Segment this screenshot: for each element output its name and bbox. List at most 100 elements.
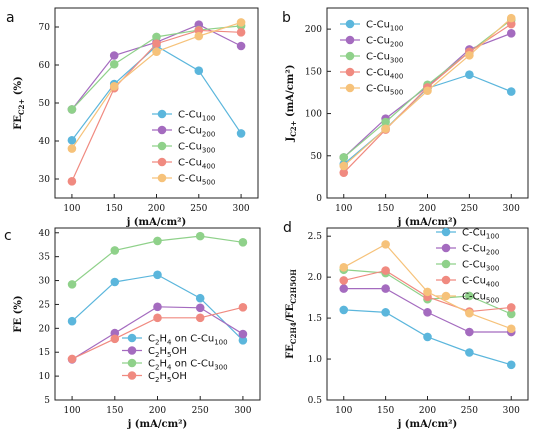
y-tick-label: 50 [311, 152, 323, 162]
data-point [339, 305, 349, 315]
data-point [423, 86, 432, 96]
data-point [339, 263, 349, 272]
legend-item-4: C-Cu500 [152, 174, 215, 187]
legend-marker [345, 51, 355, 61]
legend-marker [157, 141, 167, 151]
y-axis-label: FEC2+ (%) [13, 76, 26, 130]
data-point [194, 66, 204, 75]
data-point [152, 32, 161, 42]
data-point [506, 19, 516, 29]
data-point [339, 284, 349, 293]
data-point [238, 329, 248, 339]
y-tick-label: 30 [39, 277, 51, 287]
data-point [67, 280, 77, 289]
legend-label: C-Cu300 [366, 52, 403, 65]
legend-item-1: C-Cu200 [152, 126, 215, 139]
data-point [339, 153, 349, 162]
data-point [236, 41, 246, 51]
x-tick-label: 200 [149, 406, 166, 416]
x-tick-label: 300 [503, 204, 520, 214]
data-point [67, 176, 77, 186]
legend-marker [157, 125, 167, 135]
y-tick-label: 2.5 [308, 232, 323, 242]
legend-item-3: C-Cu400 [340, 68, 403, 81]
x-tick-label: 100 [63, 204, 80, 214]
data-point [506, 309, 516, 319]
panel-b-letter: b [282, 10, 291, 26]
legend-label: C-Cu100 [462, 228, 499, 241]
y-tick-label: 10 [39, 372, 51, 382]
legend-marker [441, 227, 451, 237]
legend-marker [127, 346, 137, 355]
y-tick-label: 40 [39, 137, 51, 147]
legend-marker [441, 275, 451, 285]
legend-marker [345, 83, 355, 93]
x-tick-label: 100 [335, 204, 352, 214]
legend-label: C-Cu500 [462, 292, 499, 305]
legend-label: C-Cu100 [178, 110, 215, 123]
y-tick-label: 15 [39, 348, 51, 358]
data-point [506, 87, 516, 96]
legend-label: C-Cu300 [462, 260, 499, 273]
legend-label: C-Cu200 [366, 36, 403, 49]
data-point [423, 332, 432, 342]
data-point [236, 18, 246, 27]
x-tick-label: 300 [503, 406, 520, 416]
x-axis-label: j (mA/cm²) [397, 419, 458, 430]
panel-c: c 5 10 15 20 25 30 35 40 100 150 200 250 300 j (mA/cm²… [4, 227, 261, 430]
legend-label: C2H4 on C-Cu300 [148, 359, 228, 372]
data-point [153, 313, 162, 323]
data-point [236, 28, 246, 37]
data-point [67, 316, 77, 326]
data-point [506, 29, 516, 38]
data-point [238, 303, 248, 312]
legend-item-1: C-Cu200 [340, 36, 403, 49]
panel-d-letter: d [283, 220, 292, 236]
legend-marker [345, 19, 355, 29]
data-point [465, 70, 474, 80]
data-point [109, 81, 119, 91]
x-tick-label: 150 [106, 406, 123, 416]
data-point [110, 246, 120, 255]
legend-marker [127, 371, 137, 380]
legend-label: C-Cu300 [178, 142, 215, 155]
data-point [236, 129, 246, 138]
legend-label: C-Cu200 [178, 126, 215, 139]
y-tick-label: 1.0 [308, 355, 323, 365]
data-point [67, 144, 77, 153]
data-point [152, 39, 161, 49]
data-point [110, 277, 120, 287]
x-tick-label: 100 [335, 406, 352, 416]
legend-marker [345, 35, 355, 45]
data-point [67, 105, 77, 114]
legend-label: C2H4 on C-Cu100 [148, 334, 228, 347]
legend-label: C2H5OH [148, 346, 187, 359]
y-tick-label: 30 [39, 175, 51, 185]
data-point [153, 270, 162, 280]
data-point [381, 266, 390, 275]
legend-marker [157, 109, 167, 119]
x-tick-label: 250 [461, 406, 478, 416]
data-point [465, 291, 474, 301]
legend-label: C-Cu400 [462, 276, 499, 289]
data-point [381, 240, 390, 249]
panel-b: b 0 50 100 150 200 100 150 200 250 300 j (mA/cm²) JC… [282, 7, 529, 228]
x-tick-label: 300 [232, 204, 249, 214]
data-point [465, 348, 474, 357]
legend-marker [157, 157, 167, 167]
legend-marker [441, 243, 451, 253]
data-point [67, 135, 77, 145]
data-point [381, 308, 390, 317]
x-axis-label: j (mA/cm²) [397, 217, 458, 228]
legend-item-3: C2H5OH [122, 371, 187, 384]
x-axis-label: j (mA/cm²) [127, 419, 188, 430]
x-tick-label: 250 [190, 204, 207, 214]
legend-item-0: C-Cu100 [152, 110, 215, 123]
data-point [195, 293, 205, 303]
legend-label: C-Cu100 [366, 20, 403, 33]
data-point [195, 303, 205, 313]
data-point [339, 276, 349, 285]
x-tick-label: 250 [461, 204, 478, 214]
legend-label: C-Cu200 [462, 244, 499, 257]
x-tick-label: 250 [192, 406, 209, 416]
